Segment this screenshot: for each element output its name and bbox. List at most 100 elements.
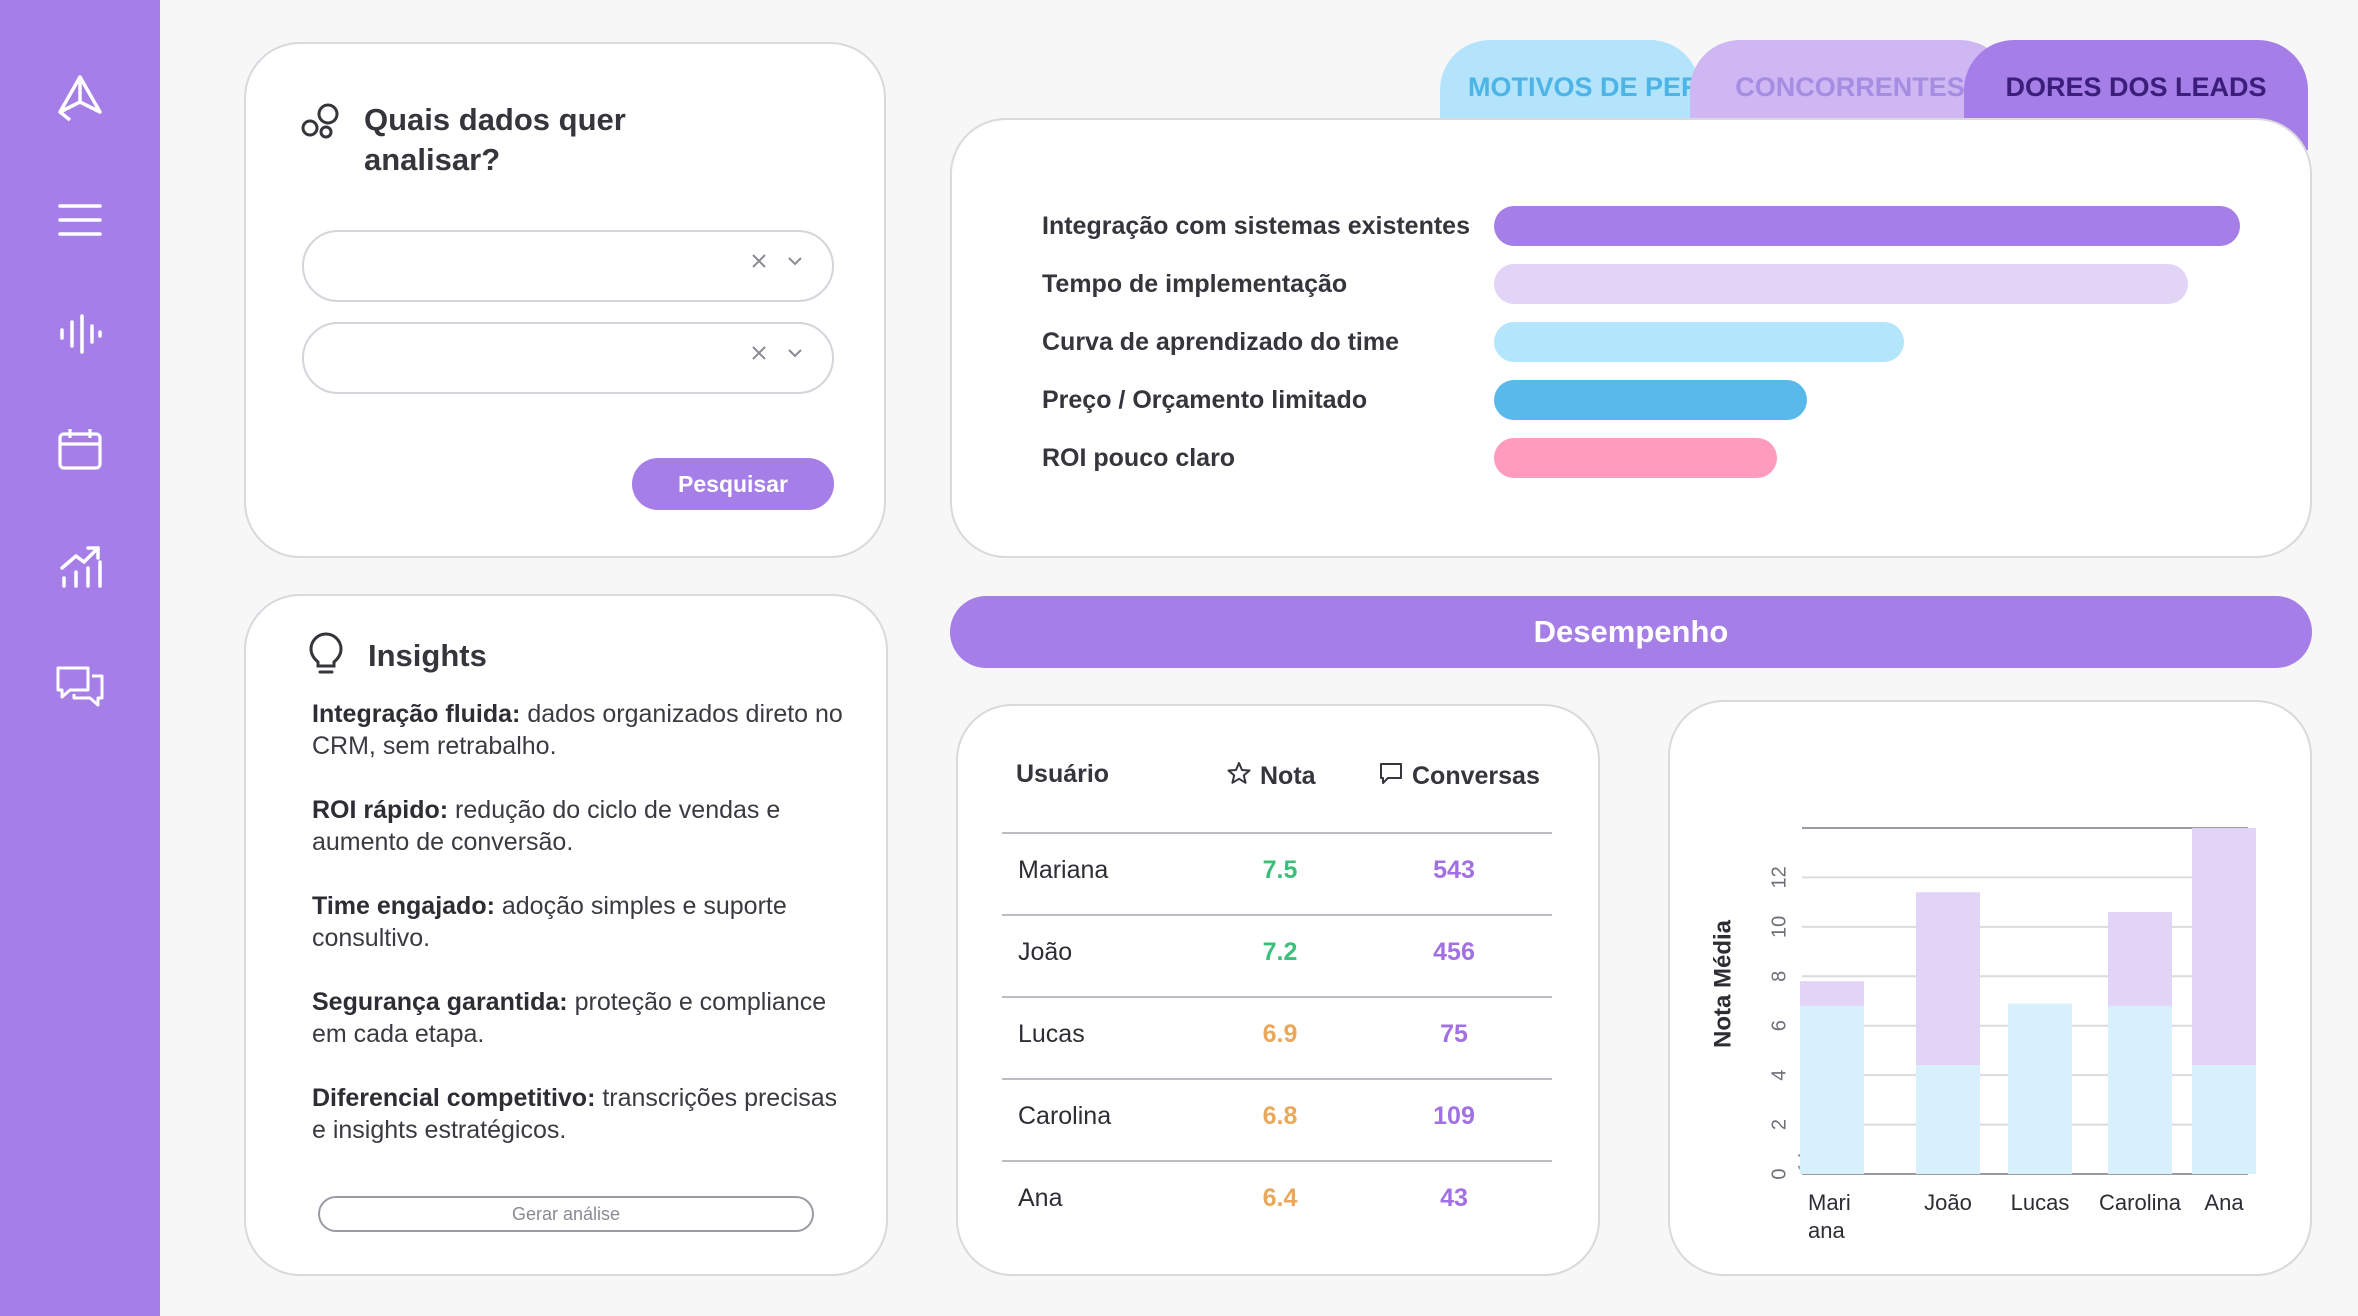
insight-item-text: dados organizados direto no CRM, sem ret… <box>312 700 843 760</box>
pain-label: Integração com sistemas existentes <box>1042 212 1470 240</box>
cell-conversations: 75 <box>1440 1020 1468 1048</box>
row-divider <box>1002 1160 1552 1162</box>
y-tick-label: 12 <box>1768 866 1790 888</box>
data-select-2[interactable] <box>302 322 834 394</box>
insight-item-title: Segurança garantida: <box>312 988 568 1016</box>
insight-item-text: adoção simples e suporte consultivo. <box>312 892 787 952</box>
star-icon <box>1226 760 1252 793</box>
x-tick-label: Ana <box>2204 1190 2244 1215</box>
logo-icon[interactable] <box>50 68 110 128</box>
insight-item-title: ROI rápido: <box>312 796 449 824</box>
pain-label: Preço / Orçamento limitado <box>1042 386 1368 414</box>
cell-conversations: 43 <box>1440 1184 1468 1212</box>
pain-bar[interactable] <box>1494 206 2240 246</box>
pain-label: ROI pouco claro <box>1042 444 1236 472</box>
pain-bar[interactable] <box>1494 380 1808 420</box>
chevron-down-icon[interactable] <box>784 250 806 277</box>
clear-icon[interactable] <box>748 342 770 369</box>
insight-item-title: Time engajado: <box>312 892 495 920</box>
cell-user: Lucas <box>1018 1020 1085 1048</box>
pain-label: Tempo de implementação <box>1042 270 1348 298</box>
insight-item: Segurança garantida: proteção e complian… <box>312 986 852 1050</box>
query-title-line-2: analisar? <box>364 142 501 177</box>
y-tick-label: 10 <box>1768 916 1790 938</box>
clear-icon[interactable] <box>748 250 770 277</box>
pain-bar[interactable] <box>1494 322 1905 362</box>
insight-item: Time engajado: adoção simples e suporte … <box>312 890 852 954</box>
cell-conversations: 456 <box>1433 938 1475 966</box>
performance-header: Desempenho <box>950 596 2312 668</box>
cell-user: Ana <box>1018 1184 1063 1212</box>
query-title: Quais dados quer analisar? <box>364 100 626 180</box>
score-chart-card: 02468101214Nota MédiaMarianaJoãoLucasCar… <box>1668 700 2312 1276</box>
cell-user: Mariana <box>1018 856 1109 884</box>
pain-bar[interactable] <box>1494 264 2188 304</box>
insight-item-title: Diferencial competitivo: <box>312 1084 596 1112</box>
query-card: Quais dados quer analisar? Pesquisar <box>244 42 886 558</box>
chevron-down-icon[interactable] <box>784 342 806 369</box>
menu-icon[interactable] <box>50 190 110 250</box>
header-score: Nota <box>1226 760 1316 793</box>
header-conversations: Conversas <box>1378 760 1540 793</box>
cell-user: João <box>1018 938 1073 966</box>
search-button[interactable]: Pesquisar <box>632 458 834 510</box>
row-divider <box>1002 832 1552 834</box>
y-tick-label: 4 <box>1768 1070 1790 1081</box>
cell-score: 6.9 <box>1262 1020 1298 1048</box>
y-tick-label: 2 <box>1768 1119 1790 1130</box>
cell-score: 7.2 <box>1262 938 1298 966</box>
insights-card: Insights Integração fluida: dados organi… <box>244 594 888 1276</box>
x-tick-label: Carolina <box>2099 1190 2182 1215</box>
x-tick-label: ana <box>1808 1218 1845 1243</box>
insights-title: Insights <box>368 638 487 673</box>
insight-item: Integração fluida: dados organizados dir… <box>312 698 852 762</box>
lightbulb-icon <box>308 632 344 683</box>
chart-bar <box>1916 892 1980 1066</box>
chart-bar <box>2108 1005 2172 1174</box>
chart-growth-icon[interactable] <box>50 536 110 596</box>
generate-analysis-button[interactable]: Gerar análise <box>318 1196 814 1232</box>
sidebar <box>0 0 160 1316</box>
lead-pains-card: Integração com sistemas existentes Tempo … <box>950 118 2312 558</box>
calendar-icon[interactable] <box>50 420 110 480</box>
header-conversations-label: Conversas <box>1412 762 1540 790</box>
chart-bar <box>2108 912 2172 1006</box>
chart-bar <box>2008 1003 2072 1174</box>
cell-conversations: 543 <box>1433 856 1475 884</box>
data-select-1[interactable] <box>302 230 834 302</box>
cell-user: Carolina <box>1018 1102 1112 1130</box>
insight-item: ROI rápido: redução do ciclo de vendas e… <box>312 794 852 858</box>
x-tick-label: Lucas <box>2011 1190 2070 1215</box>
insight-item-title: Integração fluida: <box>312 700 521 728</box>
header-user-label: Usuário <box>1016 760 1110 788</box>
x-tick-label: João <box>1924 1190 1972 1215</box>
audio-wave-icon[interactable] <box>50 304 110 364</box>
chart-bar <box>2192 828 2256 1066</box>
insight-item-text: transcrições precisas e insights estraté… <box>312 1084 838 1144</box>
cell-conversations: 109 <box>1433 1102 1475 1130</box>
chart-bar <box>1916 1065 1980 1174</box>
chart-bar <box>1800 1005 1864 1174</box>
chat-icon[interactable] <box>50 656 110 716</box>
pain-bar[interactable] <box>1494 438 1778 478</box>
row-divider <box>1002 1078 1552 1080</box>
header-user: Usuário <box>1016 760 1109 789</box>
score-chart: 02468101214Nota MédiaMarianaJoãoLucasCar… <box>1709 827 2256 1243</box>
insight-item-text: redução do ciclo de vendas e aumento de … <box>312 796 781 856</box>
chart-bar <box>1800 981 1864 1006</box>
message-icon <box>1378 760 1404 793</box>
y-axis-label: Nota Média <box>1709 919 1736 1048</box>
y-tick-label: 8 <box>1768 971 1790 982</box>
y-tick-label: 6 <box>1768 1020 1790 1031</box>
cell-score: 6.8 <box>1262 1102 1298 1130</box>
cell-score: 7.5 <box>1262 856 1298 884</box>
y-tick-label: 0 <box>1768 1168 1790 1179</box>
pain-label: Curva de aprendizado do time <box>1042 328 1400 356</box>
performance-table: Usuário Nota Conversas Mariana 7.5 543 João… <box>956 704 1600 1276</box>
row-divider <box>1002 914 1552 916</box>
header-score-label: Nota <box>1260 762 1316 790</box>
insight-item-text: proteção e compliance em cada etapa. <box>312 988 827 1048</box>
data-bubbles-icon <box>300 102 340 147</box>
insight-item: Diferencial competitivo: transcrições pr… <box>312 1082 852 1146</box>
row-divider <box>1002 996 1552 998</box>
